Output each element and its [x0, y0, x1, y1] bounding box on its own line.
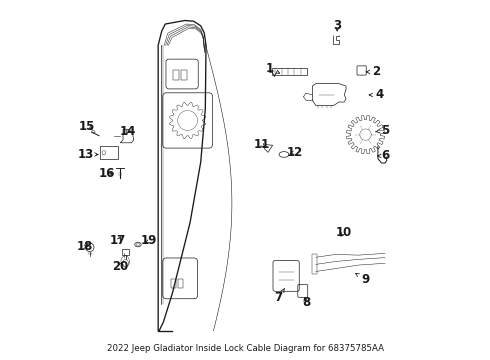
Bar: [173, 70, 179, 80]
Text: 1: 1: [266, 62, 280, 75]
Bar: [99, 146, 118, 159]
Text: 10: 10: [336, 226, 352, 239]
Text: 3: 3: [333, 19, 341, 32]
Text: 9: 9: [356, 273, 369, 287]
Text: 15: 15: [79, 120, 96, 132]
Bar: [122, 249, 129, 255]
Text: 8: 8: [302, 296, 310, 309]
Text: 14: 14: [120, 125, 136, 138]
Bar: [271, 68, 307, 76]
Text: 16: 16: [98, 167, 115, 180]
Bar: [181, 70, 187, 80]
Text: 2: 2: [366, 66, 380, 78]
Bar: [312, 255, 317, 274]
Text: 12: 12: [287, 146, 303, 159]
Text: 2022 Jeep Gladiator Inside Lock Cable Diagram for 68375785AA: 2022 Jeep Gladiator Inside Lock Cable Di…: [106, 344, 384, 353]
Text: 7: 7: [274, 288, 285, 304]
Bar: [172, 279, 176, 288]
Text: 4: 4: [369, 89, 384, 102]
Text: 5: 5: [375, 124, 389, 137]
Text: 20: 20: [112, 260, 128, 273]
Text: 18: 18: [76, 240, 93, 253]
Text: 6: 6: [378, 149, 389, 162]
Text: 19: 19: [141, 234, 157, 247]
Text: 13: 13: [77, 148, 98, 161]
Bar: [178, 279, 183, 288]
Text: 17: 17: [110, 234, 126, 247]
Text: 11: 11: [254, 138, 270, 151]
